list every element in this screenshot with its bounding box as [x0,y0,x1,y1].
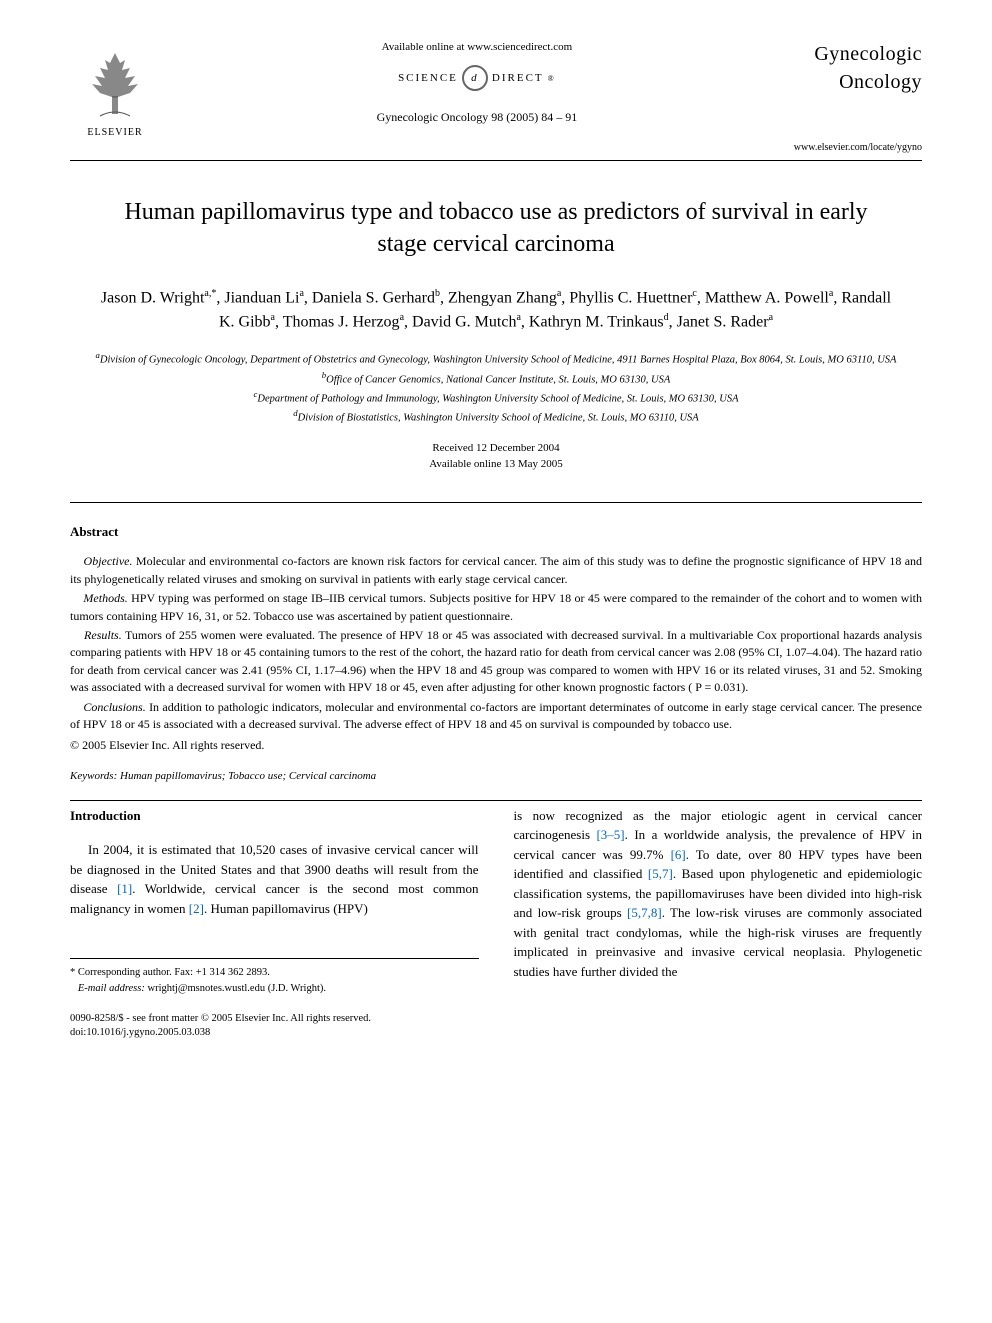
ref-link-5-7-8[interactable]: [5,7,8] [627,905,662,920]
sciencedirect-logo: SCIENCE d DIRECT ® [398,65,556,91]
journal-title-box: Gynecologic Oncology www.elsevier.com/lo… [794,40,922,155]
affiliation-c: cDepartment of Pathology and Immunology,… [70,388,922,407]
authors-list: Jason D. Wrighta,*, Jianduan Lia, Daniel… [100,286,892,335]
corresponding-email: E-mail address: wrightj@msnotes.wustl.ed… [70,981,479,997]
journal-title-line1: Gynecologic [794,40,922,68]
affiliation-a: aDivision of Gynecologic Oncology, Depar… [70,349,922,368]
sciencedirect-text2: DIRECT [492,71,544,86]
center-header: Available online at www.sciencedirect.co… [160,40,794,126]
journal-title-line2: Oncology [794,68,922,96]
available-online-text: Available online at www.sciencedirect.co… [180,40,774,55]
copyright-text: © 2005 Elsevier Inc. All rights reserved… [70,737,922,754]
journal-link: www.elsevier.com/locate/ygyno [794,141,922,155]
affiliation-d: dDivision of Biostatistics, Washington U… [70,407,922,426]
abstract-top-divider [70,502,922,503]
elsevier-label: ELSEVIER [87,126,142,140]
abstract-methods: Methods. HPV typing was performed on sta… [70,590,922,625]
journal-reference: Gynecologic Oncology 98 (2005) 84 – 91 [180,109,774,126]
issn-line: 0090-8258/$ - see front matter © 2005 El… [70,1012,922,1027]
abstract-conclusions: Conclusions. In addition to pathologic i… [70,699,922,734]
abstract-objective: Objective. Molecular and environmental c… [70,553,922,588]
elsevier-tree-icon [80,48,150,123]
header-row: ELSEVIER Available online at www.science… [70,40,922,155]
footer-info: 0090-8258/$ - see front matter © 2005 El… [70,1012,922,1041]
corresponding-author: * Corresponding author. Fax: +1 314 362 … [70,965,479,981]
ref-link-1[interactable]: [1] [117,881,132,896]
intro-col-right: is now recognized as the major etiologic… [514,806,923,997]
sciencedirect-d-icon: d [462,65,488,91]
abstract-results: Results. Tumors of 255 women were evalua… [70,627,922,697]
ref-link-5-7[interactable]: [5,7] [648,866,673,881]
introduction-columns: Introduction In 2004, it is estimated th… [70,806,922,997]
affiliations: aDivision of Gynecologic Oncology, Depar… [70,349,922,426]
ref-link-2[interactable]: [2] [189,901,204,916]
abstract-heading: Abstract [70,523,922,541]
keywords-divider [70,800,922,801]
introduction-heading: Introduction [70,806,479,826]
doi-line: doi:10.1016/j.ygyno.2005.03.038 [70,1026,922,1041]
article-dates: Received 12 December 2004 Available onli… [70,441,922,472]
header-divider [70,160,922,161]
article-title: Human papillomavirus type and tobacco us… [110,196,882,261]
intro-para-1: In 2004, it is estimated that 10,520 cas… [70,840,479,918]
sciencedirect-text1: SCIENCE [398,71,458,86]
intro-para-2: is now recognized as the major etiologic… [514,806,923,982]
received-date: Received 12 December 2004 [70,441,922,456]
intro-col-left: Introduction In 2004, it is estimated th… [70,806,479,997]
ref-link-3-5[interactable]: [3–5] [596,827,624,842]
ref-link-6[interactable]: [6] [671,847,686,862]
footnotes: * Corresponding author. Fax: +1 314 362 … [70,958,479,997]
available-date: Available online 13 May 2005 [70,457,922,472]
affiliation-b: bOffice of Cancer Genomics, National Can… [70,369,922,388]
keywords-text: Human papillomavirus; Tobacco use; Cervi… [120,770,376,782]
keywords: Keywords: Human papillomavirus; Tobacco … [70,769,922,784]
elsevier-logo: ELSEVIER [70,40,160,140]
keywords-label: Keywords: [70,770,117,782]
